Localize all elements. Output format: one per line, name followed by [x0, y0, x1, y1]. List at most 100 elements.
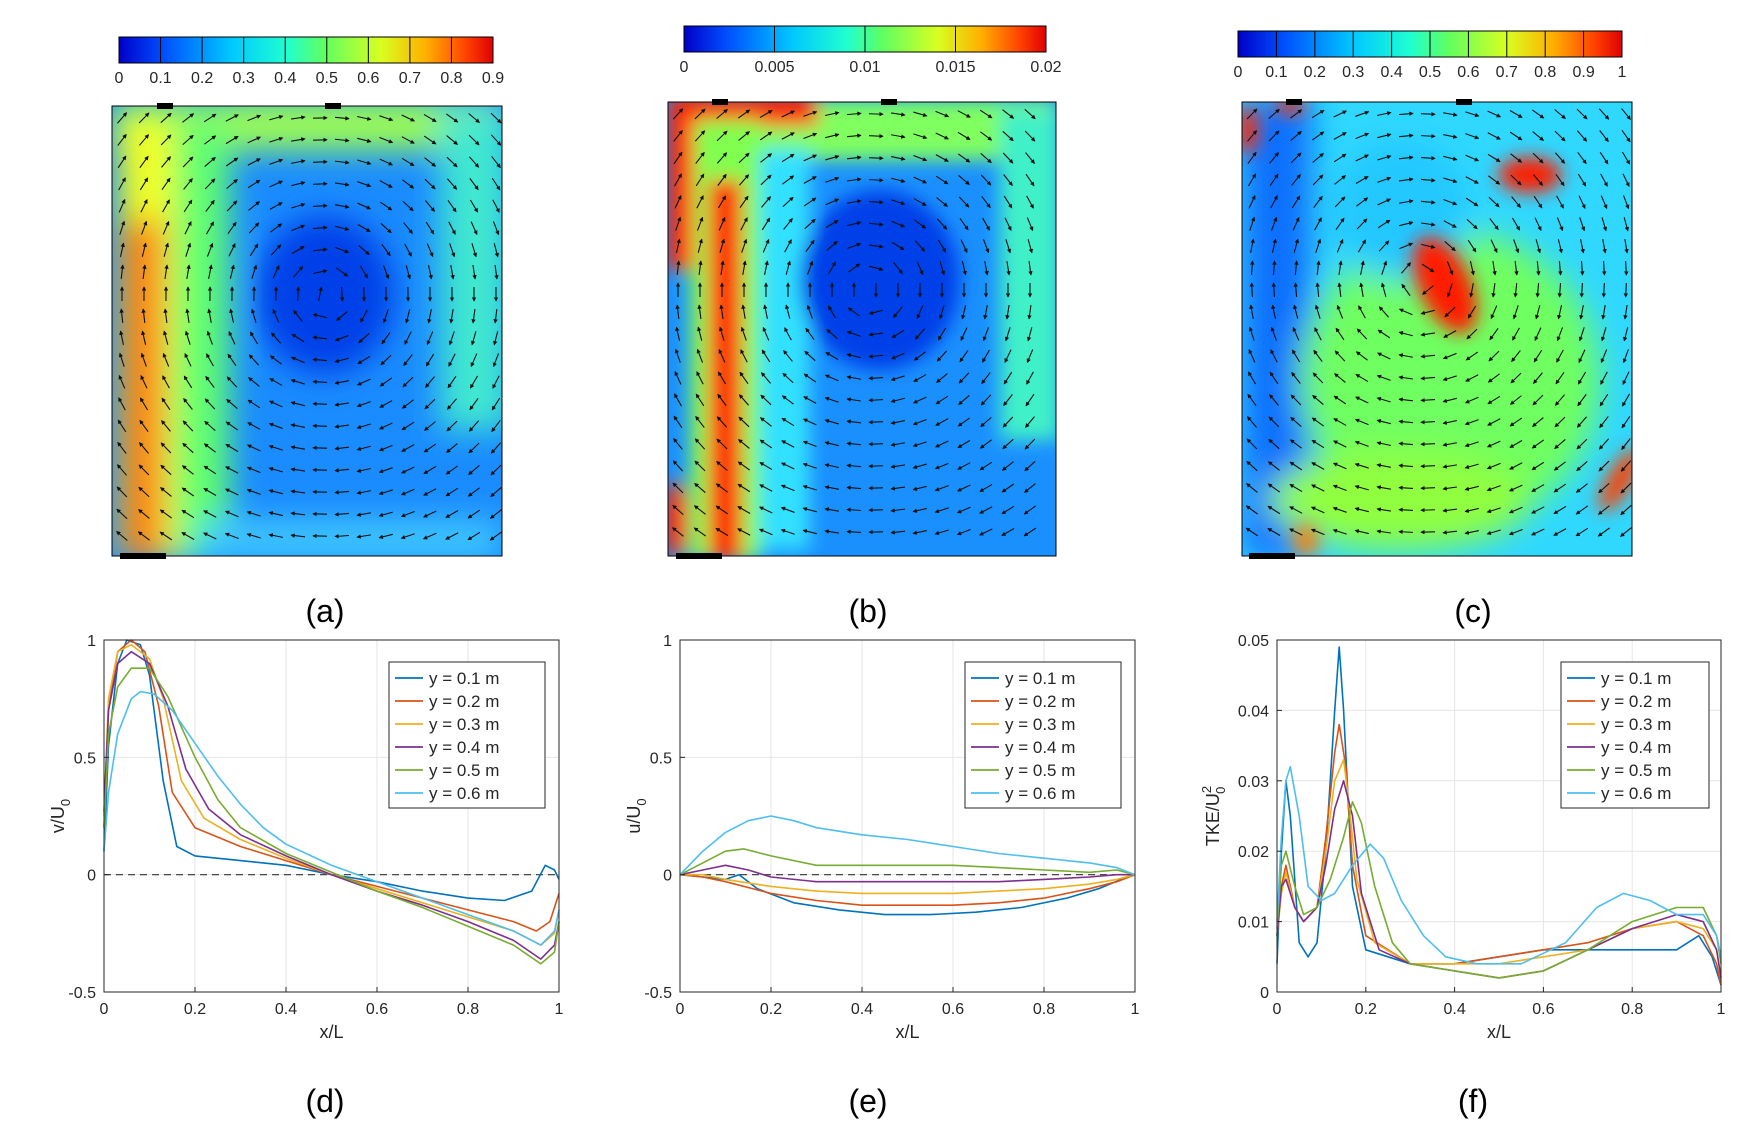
velocity-arrow: [290, 356, 305, 364]
velocity-arrow: [1533, 372, 1543, 384]
velocity-arrow: [163, 242, 170, 257]
x-tick-label: 0.2: [1355, 1001, 1377, 1018]
velocity-arrow: [891, 220, 906, 228]
velocity-arrow: [229, 308, 235, 323]
velocity-arrow: [335, 204, 350, 209]
velocity-arrow: [738, 152, 750, 164]
velocity-arrow: [269, 136, 284, 143]
velocity-arrow: [334, 334, 349, 342]
velocity-arrow: [1620, 527, 1632, 537]
velocity-arrow: [470, 221, 478, 236]
velocity-arrow: [979, 528, 993, 536]
velocity-arrow: [1602, 239, 1607, 254]
velocity-arrow: [181, 509, 195, 519]
panel-label-f: (f): [1458, 1083, 1488, 1119]
velocity-arrow: [118, 397, 126, 411]
velocity-arrow: [936, 218, 948, 230]
velocity-arrow: [868, 155, 884, 161]
velocity-arrow: [208, 264, 213, 279]
velocity-arrow: [1509, 439, 1523, 449]
velocity-arrow: [1245, 505, 1258, 515]
line-chart-d: 0 0.2 0.4 0.6 0.8 1-0.500.51x/Lv/U0y = 0.1 my…: [48, 633, 564, 1042]
velocity-arrow: [1356, 328, 1368, 340]
velocity-arrow: [912, 463, 927, 470]
velocity-arrow: [1443, 220, 1457, 228]
velocity-arrow: [491, 420, 501, 433]
velocity-arrow: [1555, 173, 1565, 187]
velocity-arrow: [780, 506, 795, 513]
velocity-arrow: [1621, 108, 1631, 121]
velocity-arrow: [1398, 111, 1414, 116]
velocity-arrow: [716, 416, 728, 428]
velocity-arrow: [1267, 461, 1280, 471]
velocity-arrow: [268, 511, 283, 517]
velocity-arrow: [1355, 396, 1369, 404]
velocity-arrow: [424, 178, 436, 190]
velocity-arrow: [472, 264, 477, 280]
velocity-arrow: [400, 488, 415, 496]
velocity-arrow: [448, 221, 456, 235]
velocity-arrow: [693, 527, 707, 537]
velocity-arrow: [958, 372, 970, 384]
velocity-arrow: [490, 112, 502, 124]
velocity-arrow: [1464, 485, 1479, 491]
series-line-6: [1276, 765, 1722, 965]
velocity-arrow: [1486, 529, 1501, 536]
velocity-arrow: [868, 419, 884, 425]
velocity-arrow: [1398, 331, 1413, 337]
velocity-arrow: [141, 308, 146, 324]
velocity-arrow: [250, 308, 257, 323]
velocity-arrow: [979, 461, 993, 471]
velocity-arrow: [119, 330, 124, 345]
velocity-arrow: [891, 329, 905, 339]
velocity-arrow: [890, 530, 906, 535]
velocity-arrow: [783, 217, 793, 230]
velocity-arrow: [246, 466, 261, 474]
velocity-arrow: [868, 309, 883, 315]
colorbar-tick-label: 0.8: [1534, 64, 1556, 81]
velocity-arrow: [846, 463, 862, 468]
field-a-bottom-band: [200, 520, 500, 556]
velocity-arrow: [424, 157, 437, 167]
velocity-arrow: [357, 224, 371, 232]
velocity-arrow: [334, 182, 350, 187]
velocity-arrow: [467, 509, 481, 519]
velocity-arrow: [1247, 371, 1257, 385]
velocity-arrow: [1358, 305, 1366, 319]
velocity-arrow: [672, 504, 684, 516]
velocity-arrow: [360, 309, 368, 323]
velocity-arrow: [1002, 130, 1014, 142]
colorbar-a: 0 0.1 0.2 0.3 0.4 0.5 0.6 0.7 0.8 0.9: [115, 36, 504, 87]
velocity-arrow: [759, 131, 773, 141]
velocity-arrow: [1420, 332, 1436, 337]
field-c-hot-spot-2: [1498, 157, 1562, 193]
velocity-arrow: [295, 286, 301, 302]
colorbar-tick-label: 0.7: [1496, 64, 1518, 81]
y-tick-label: 1: [87, 633, 96, 650]
series-line-6: [679, 815, 1136, 876]
velocity-arrow: [1355, 176, 1369, 184]
velocity-arrow: [339, 286, 345, 302]
velocity-arrow: [246, 532, 261, 539]
velocity-arrow: [785, 260, 791, 275]
velocity-arrow: [1271, 282, 1276, 298]
velocity-arrow: [1249, 304, 1254, 319]
velocity-arrow: [1311, 439, 1325, 449]
velocity-arrow: [1622, 371, 1630, 385]
velocity-arrow: [162, 352, 170, 367]
velocity-arrow: [185, 308, 190, 324]
velocity-arrow: [203, 510, 217, 518]
x-tick-label: 0.4: [1443, 1001, 1465, 1018]
velocity-arrow: [1420, 419, 1436, 425]
x-tick-label: 0.6: [1532, 1001, 1554, 1018]
velocity-arrow: [1623, 217, 1629, 232]
velocity-arrow: [471, 308, 476, 324]
velocity-arrow: [956, 528, 971, 536]
velocity-arrow: [737, 528, 751, 536]
velocity-arrow: [247, 422, 261, 430]
velocity-arrow: [334, 116, 350, 121]
x-tick-label: 1: [1131, 1001, 1140, 1018]
velocity-arrow: [1026, 195, 1034, 209]
velocity-arrow: [184, 221, 192, 235]
velocity-arrow: [493, 331, 499, 346]
